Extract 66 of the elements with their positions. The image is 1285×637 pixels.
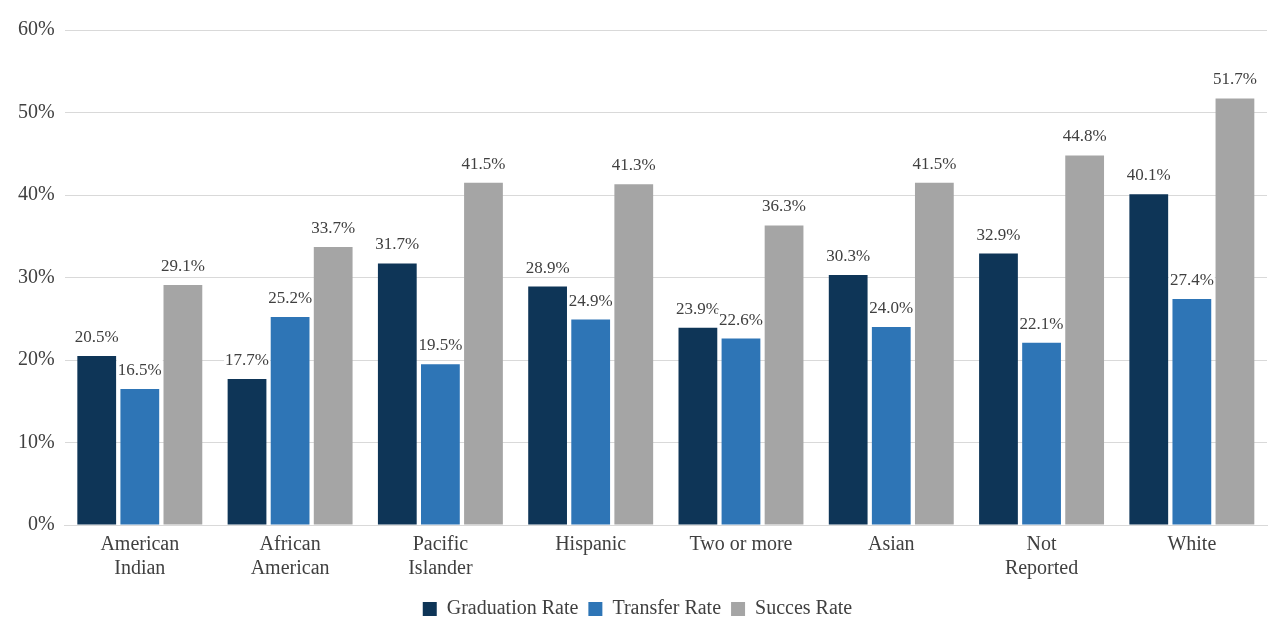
- y-tick-label: 20%: [17, 347, 55, 370]
- bar: [464, 182, 503, 525]
- data-label: 44.8%: [1062, 126, 1107, 146]
- y-tick-label: 10%: [17, 429, 55, 452]
- legend-label: Graduation Rate: [446, 596, 579, 619]
- bar: [421, 364, 460, 525]
- data-label: 32.9%: [976, 224, 1021, 244]
- bar: [678, 327, 718, 525]
- data-label: 23.9%: [675, 298, 720, 318]
- data-label: 24.9%: [568, 290, 613, 310]
- x-tick-label: Pacific Islander: [408, 532, 473, 579]
- bar: [914, 182, 954, 525]
- x-tick-label: American Indian: [100, 532, 180, 579]
- data-label: 24.0%: [869, 297, 914, 317]
- bar: [764, 225, 804, 525]
- data-label: 19.5%: [418, 335, 463, 355]
- bar: [270, 317, 310, 525]
- bar: [120, 388, 160, 525]
- data-label: 27.4%: [1169, 269, 1214, 289]
- data-label: 40.1%: [1126, 165, 1171, 185]
- y-tick-label: 50%: [17, 99, 55, 122]
- bar: [871, 327, 911, 525]
- bar: [1215, 98, 1255, 525]
- y-tick-label: 30%: [17, 264, 55, 287]
- data-label: 31.7%: [375, 234, 420, 254]
- data-label: 41.5%: [461, 153, 506, 173]
- data-label: 17.7%: [225, 349, 269, 369]
- y-tick-label: 60%: [17, 17, 55, 40]
- x-tick-label: Asian: [867, 532, 915, 555]
- bar: [571, 319, 611, 525]
- bar: [163, 284, 203, 525]
- bar: [1065, 155, 1105, 525]
- x-tick-label: Two or more: [689, 532, 793, 555]
- data-label: 51.7%: [1212, 69, 1257, 89]
- legend-label: Succes Rate: [755, 596, 853, 619]
- bar: [1129, 194, 1169, 525]
- x-tick-label: African American: [250, 532, 330, 579]
- data-label: 33.7%: [311, 217, 356, 237]
- data-label: 22.6%: [719, 309, 763, 329]
- x-tick-label: White: [1167, 532, 1217, 555]
- data-label: 29.1%: [160, 255, 205, 275]
- data-label: 41.3%: [611, 155, 656, 175]
- bar: [1172, 298, 1212, 525]
- bar: [721, 338, 761, 525]
- bar: [313, 246, 353, 525]
- bar: [77, 355, 117, 525]
- data-label: 30.3%: [826, 245, 871, 265]
- data-label: 16.5%: [117, 359, 162, 379]
- data-label: 28.9%: [525, 257, 570, 277]
- bar: [614, 184, 654, 525]
- x-tick-label: Hispanic: [555, 532, 627, 556]
- y-tick-label: 40%: [17, 182, 55, 205]
- bar: [227, 378, 267, 525]
- bar: [528, 286, 567, 525]
- data-label: 36.3%: [762, 196, 807, 216]
- legend-label: Transfer Rate: [612, 596, 722, 619]
- data-label: 20.5%: [74, 326, 119, 346]
- y-tick-label: 0%: [27, 512, 55, 535]
- bar: [979, 253, 1018, 525]
- x-tick-label: Not Reported: [1004, 532, 1079, 580]
- bar: [828, 275, 868, 525]
- bar: [1022, 342, 1061, 525]
- data-label: 25.2%: [268, 288, 313, 308]
- data-label: 41.5%: [912, 153, 957, 173]
- data-label: 22.1%: [1019, 313, 1064, 333]
- bar: [377, 263, 417, 525]
